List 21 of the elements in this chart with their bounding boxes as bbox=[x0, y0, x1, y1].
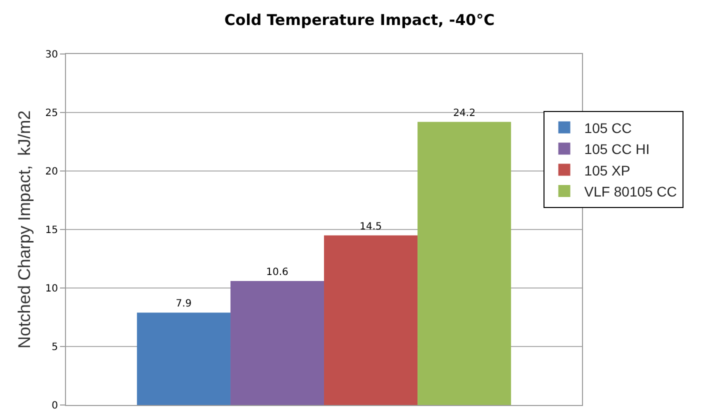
legend-label: 105 CC HI bbox=[584, 141, 650, 158]
data-label: 7.9 bbox=[176, 298, 192, 310]
data-label: 10.6 bbox=[266, 266, 288, 278]
y-axis-title: Notched Charpy Impact, kJ/m2 bbox=[14, 110, 34, 349]
y-tick-label: 10 bbox=[45, 284, 58, 294]
data-label: 14.5 bbox=[360, 221, 382, 232]
chart-title: Cold Temperature Impact, -40°C bbox=[224, 11, 495, 30]
y-tick-label: 0 bbox=[52, 400, 58, 412]
data-label: 24.2 bbox=[453, 108, 476, 119]
y-tick-label: 5 bbox=[52, 342, 58, 353]
legend-label: 105 XP bbox=[584, 162, 630, 178]
bar bbox=[418, 122, 512, 405]
bar bbox=[230, 280, 324, 405]
legend-label: 105 CC bbox=[584, 120, 632, 136]
y-tick-label: 25 bbox=[45, 108, 58, 119]
y-tick-label: 20 bbox=[45, 166, 58, 178]
legend-label: VLF 80105 CC bbox=[584, 183, 677, 200]
bar bbox=[136, 312, 230, 405]
y-tick-label: 15 bbox=[45, 225, 58, 236]
bar bbox=[324, 235, 418, 405]
y-tick-label: 30 bbox=[45, 50, 58, 60]
